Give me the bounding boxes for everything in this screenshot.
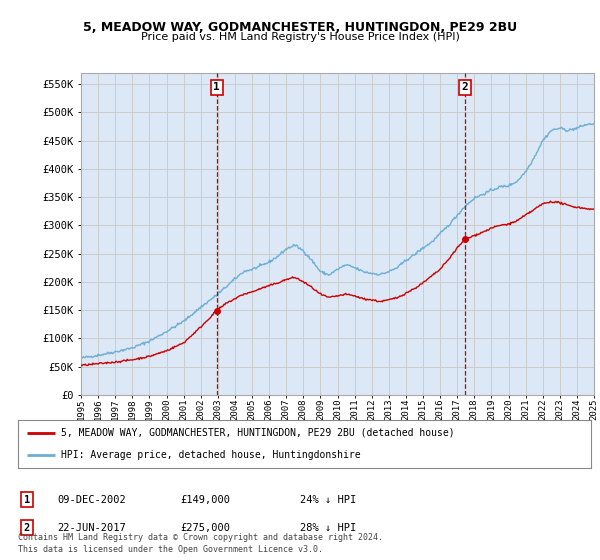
Text: £275,000: £275,000 — [180, 522, 230, 533]
Text: 24% ↓ HPI: 24% ↓ HPI — [300, 494, 356, 505]
Text: 2: 2 — [24, 522, 30, 533]
Text: HPI: Average price, detached house, Huntingdonshire: HPI: Average price, detached house, Hunt… — [61, 450, 361, 460]
Text: 1: 1 — [24, 494, 30, 505]
Text: 1: 1 — [214, 82, 220, 92]
Text: 28% ↓ HPI: 28% ↓ HPI — [300, 522, 356, 533]
Text: 5, MEADOW WAY, GODMANCHESTER, HUNTINGDON, PE29 2BU (detached house): 5, MEADOW WAY, GODMANCHESTER, HUNTINGDON… — [61, 428, 455, 438]
Text: £149,000: £149,000 — [180, 494, 230, 505]
Text: 22-JUN-2017: 22-JUN-2017 — [57, 522, 126, 533]
Text: This data is licensed under the Open Government Licence v3.0.: This data is licensed under the Open Gov… — [18, 545, 323, 554]
Text: Contains HM Land Registry data © Crown copyright and database right 2024.: Contains HM Land Registry data © Crown c… — [18, 533, 383, 542]
Text: 2: 2 — [462, 82, 469, 92]
Text: Price paid vs. HM Land Registry's House Price Index (HPI): Price paid vs. HM Land Registry's House … — [140, 32, 460, 43]
Text: 09-DEC-2002: 09-DEC-2002 — [57, 494, 126, 505]
Text: 5, MEADOW WAY, GODMANCHESTER, HUNTINGDON, PE29 2BU: 5, MEADOW WAY, GODMANCHESTER, HUNTINGDON… — [83, 21, 517, 34]
